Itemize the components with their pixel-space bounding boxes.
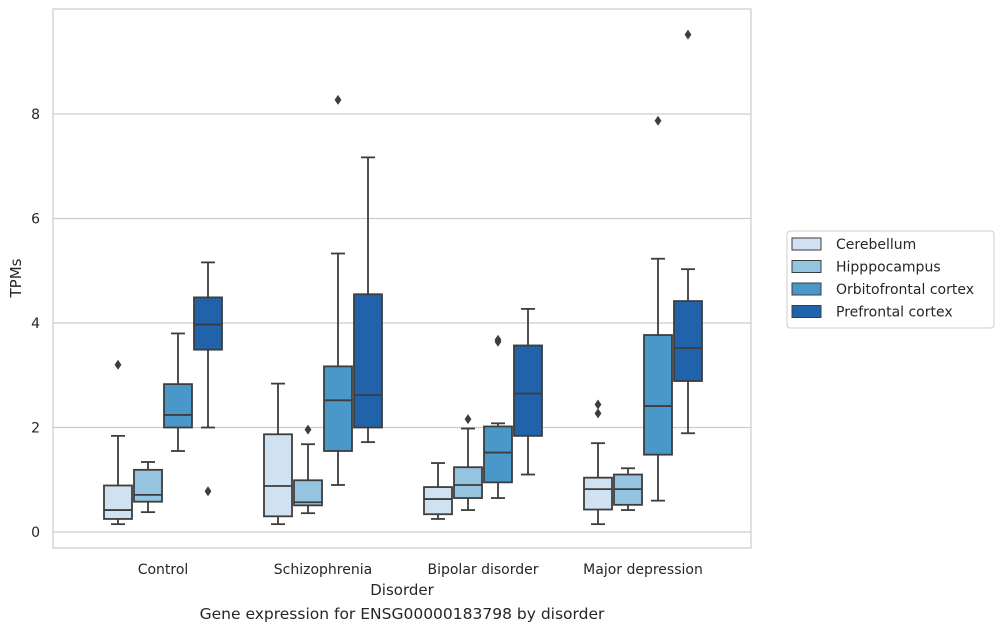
- figure-caption: Gene expression for ENSG00000183798 by d…: [199, 605, 605, 623]
- legend: Cerebellum Hipppocampus Orbitofrontal cort…: [786, 230, 995, 329]
- outlier-point: [334, 94, 342, 105]
- y-tick-label: 0: [31, 525, 40, 541]
- box-body: [483, 425, 513, 484]
- outlier-point: [684, 29, 692, 40]
- box-body: [643, 334, 673, 456]
- legend-label: Orbitofrontal cortex: [836, 282, 974, 298]
- box-body: [293, 479, 323, 507]
- outlier-point: [114, 359, 122, 370]
- box-hipppocampus-0: [133, 461, 163, 514]
- x-axis-label: Disorder: [370, 581, 434, 599]
- x-tick-labels: Control Schizophrenia Bipolar disorder Majo…: [138, 562, 703, 578]
- box-body: [263, 433, 293, 518]
- box-prefrontal-cortex-3: [673, 29, 703, 435]
- box-body: [423, 486, 453, 516]
- x-tick-label: Bipolar disorder: [427, 562, 538, 578]
- y-tick-label: 8: [31, 107, 40, 123]
- boxes-layer: [103, 29, 703, 526]
- legend-swatch: [791, 260, 822, 273]
- outlier-point: [594, 399, 602, 410]
- y-tick-label: 2: [31, 421, 40, 437]
- box-prefrontal-cortex-1: [353, 156, 383, 444]
- box-body: [453, 466, 483, 499]
- legend-label: Prefrontal cortex: [836, 305, 953, 321]
- box-body: [513, 344, 543, 437]
- box-cerebellum-2: [423, 462, 453, 520]
- box-hipppocampus-2: [453, 414, 483, 511]
- box-body: [673, 300, 703, 382]
- outlier-point: [204, 486, 212, 497]
- outlier-point: [464, 414, 472, 425]
- box-body: [193, 296, 223, 351]
- x-tick-label: Schizophrenia: [274, 562, 372, 578]
- box-orbitofrontal-cortex-2: [483, 334, 513, 499]
- legend-swatch: [791, 305, 822, 318]
- legend-frame: [786, 230, 995, 329]
- legend-label: Hipppocampus: [836, 260, 941, 276]
- box-prefrontal-cortex-0: [193, 261, 223, 497]
- outlier-point: [594, 408, 602, 419]
- box-hipppocampus-3: [613, 467, 643, 511]
- y-tick-label: 6: [31, 212, 40, 228]
- outlier-point: [494, 334, 502, 345]
- box-cerebellum-3: [583, 399, 613, 526]
- box-hipppocampus-1: [293, 424, 323, 515]
- box-body: [163, 383, 193, 429]
- box-cerebellum-0: [103, 359, 133, 526]
- outlier-point: [654, 115, 662, 126]
- box-body: [323, 365, 353, 452]
- box-body: [133, 468, 163, 503]
- box-orbitofrontal-cortex-3: [643, 115, 673, 502]
- plot-frame: [52, 8, 752, 549]
- legend-swatch: [791, 282, 822, 296]
- legend-swatch: [791, 237, 822, 251]
- legend-label: Cerebellum: [836, 237, 916, 253]
- outlier-point: [304, 424, 312, 435]
- box-body: [353, 293, 383, 429]
- box-body: [583, 476, 613, 511]
- box-orbitofrontal-cortex-1: [323, 94, 353, 486]
- y-tick-labels: 0 2 4 6 8: [31, 107, 40, 541]
- box-prefrontal-cortex-2: [513, 307, 543, 476]
- x-tick-label: Control: [138, 562, 189, 578]
- x-tick-label: Major depression: [583, 562, 703, 578]
- y-axis-label: TPMs: [7, 258, 25, 298]
- box-body: [103, 484, 133, 520]
- y-tick-label: 4: [31, 316, 40, 332]
- box-orbitofrontal-cortex-0: [163, 332, 193, 452]
- box-cerebellum-1: [263, 382, 293, 526]
